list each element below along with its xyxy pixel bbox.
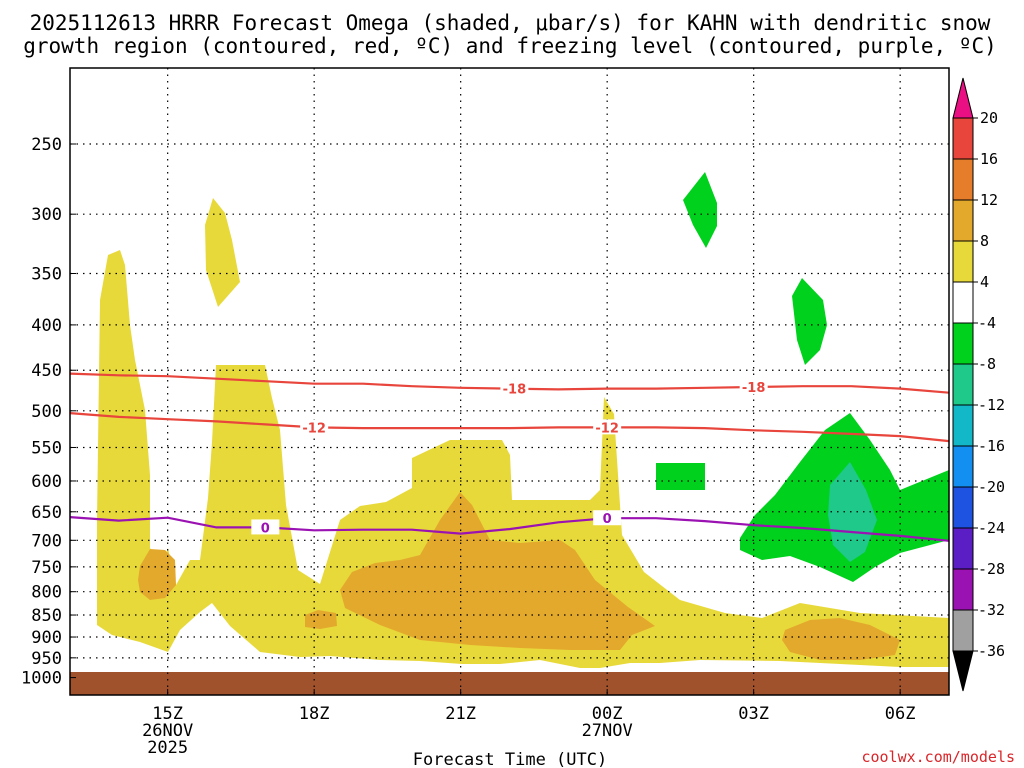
- y-tick-label: 400: [31, 316, 62, 336]
- y-tick-label: 250: [31, 135, 62, 155]
- contour-label-0: 0: [261, 521, 270, 536]
- colorbar-bin: [952, 281, 974, 324]
- ground-layer: [70, 672, 949, 695]
- y-tick-label: 800: [31, 583, 62, 603]
- omega-region-green-upper-1: [683, 172, 717, 248]
- colorbar-arrow-top: [952, 77, 974, 119]
- contour-label-bg: [300, 419, 329, 435]
- plot-frame: [69, 67, 950, 696]
- contour-label--18: -18: [742, 381, 766, 396]
- x-tick-label: 06Z: [885, 704, 916, 724]
- colorbar-label: -4: [978, 314, 996, 332]
- contour-label--12: -12: [595, 421, 619, 436]
- y-tick-label: 500: [31, 402, 62, 422]
- colorbar-label: -36: [978, 642, 1005, 660]
- y-tick-label: 550: [31, 438, 62, 458]
- contour-label-0: 0: [603, 512, 612, 527]
- x-tick-year: 2025: [147, 738, 188, 758]
- x-tick-label: 00Z: [592, 704, 623, 724]
- colorbar-bin: [952, 117, 974, 160]
- colorbar-arrow-bottom: [952, 650, 974, 692]
- colorbar-bin: [952, 158, 974, 201]
- y-axis-ticks: 2503003504004505005506006507007508008509…: [21, 135, 76, 689]
- y-tick-label: 300: [31, 205, 62, 225]
- colorbar-label: 16: [980, 150, 998, 168]
- colorbar-label: -20: [978, 478, 1005, 496]
- y-tick-label: 1000: [21, 669, 62, 689]
- y-tick-label: 750: [31, 558, 62, 578]
- chart-title-line-2: growth region (contoured, red, ºC) and f…: [23, 34, 997, 58]
- contour-label--18: -18: [503, 383, 527, 398]
- colorbar-bin: [952, 609, 974, 652]
- y-tick-label: 950: [31, 649, 62, 669]
- colorbar-bin: [952, 199, 974, 242]
- x-tick-date: 27NOV: [582, 721, 633, 741]
- colorbar-label: -24: [978, 519, 1005, 537]
- colorbar-label: 8: [980, 232, 989, 250]
- credit-text: coolwx.com/models: [861, 748, 1015, 766]
- x-tick-label: 15Z: [152, 704, 183, 724]
- colorbar-label: 4: [980, 273, 989, 291]
- colorbar-bin: [952, 445, 974, 488]
- contour-label-bg: [593, 510, 622, 526]
- x-axis-label: Forecast Time (UTC): [413, 750, 607, 768]
- colorbar-label: -12: [978, 396, 1005, 414]
- y-tick-label: 600: [31, 472, 62, 492]
- colorbar-bin: [952, 240, 974, 283]
- omega-region-orange-left: [138, 549, 176, 600]
- x-tick-label: 18Z: [299, 704, 330, 724]
- y-tick-label: 850: [31, 606, 62, 626]
- colorbar-label: 20: [980, 109, 998, 127]
- contour-label--12: -12: [302, 421, 326, 436]
- colorbar-bin: [952, 322, 974, 365]
- omega-region-orange-center: [340, 492, 655, 650]
- contour-label-bg: [739, 378, 768, 394]
- omega-region-green-box: [656, 463, 705, 490]
- contour-line-0: [69, 516, 950, 542]
- x-tick-label: 03Z: [738, 704, 769, 724]
- omega-region-yellow-upper: [205, 198, 240, 307]
- omega-region-orange-small: [305, 610, 337, 629]
- colorbar-label: 12: [980, 191, 998, 209]
- chart-title-line-1: 2025112613 HRRR Forecast Omega (shaded, …: [30, 11, 991, 35]
- y-tick-label: 450: [31, 361, 62, 381]
- contour-label-bg: [593, 419, 622, 435]
- colorbar-label: -32: [978, 601, 1005, 619]
- contour-label-bg: [500, 380, 529, 396]
- colorbar: 20 16 12 8 4 -4 -8 -12 -16 -20 -24 -28 -32 -36: [952, 77, 1005, 692]
- x-tick-label: 21Z: [445, 704, 476, 724]
- y-tick-label: 350: [31, 265, 62, 285]
- omega-region-orange-right: [782, 618, 900, 660]
- colorbar-bin: [952, 486, 974, 529]
- colorbar-bin: [952, 363, 974, 406]
- contour-label-bg: [251, 519, 280, 535]
- omega-region-green-upper-2: [792, 278, 827, 365]
- colorbar-label: -8: [978, 355, 996, 373]
- contour-line--12: [69, 412, 950, 443]
- contour-lines: -18 -18 -12 -12 0 0: [69, 372, 950, 542]
- x-tick-date: 26NOV: [142, 721, 193, 741]
- colorbar-bin: [952, 527, 974, 570]
- omega-region-teal: [828, 462, 877, 562]
- colorbar-bin: [952, 404, 974, 447]
- y-tick-label: 650: [31, 503, 62, 523]
- y-tick-label: 700: [31, 531, 62, 551]
- colorbar-label: -16: [978, 437, 1005, 455]
- colorbar-label: -28: [978, 560, 1005, 578]
- colorbar-bin: [952, 568, 974, 611]
- y-tick-label: 900: [31, 628, 62, 648]
